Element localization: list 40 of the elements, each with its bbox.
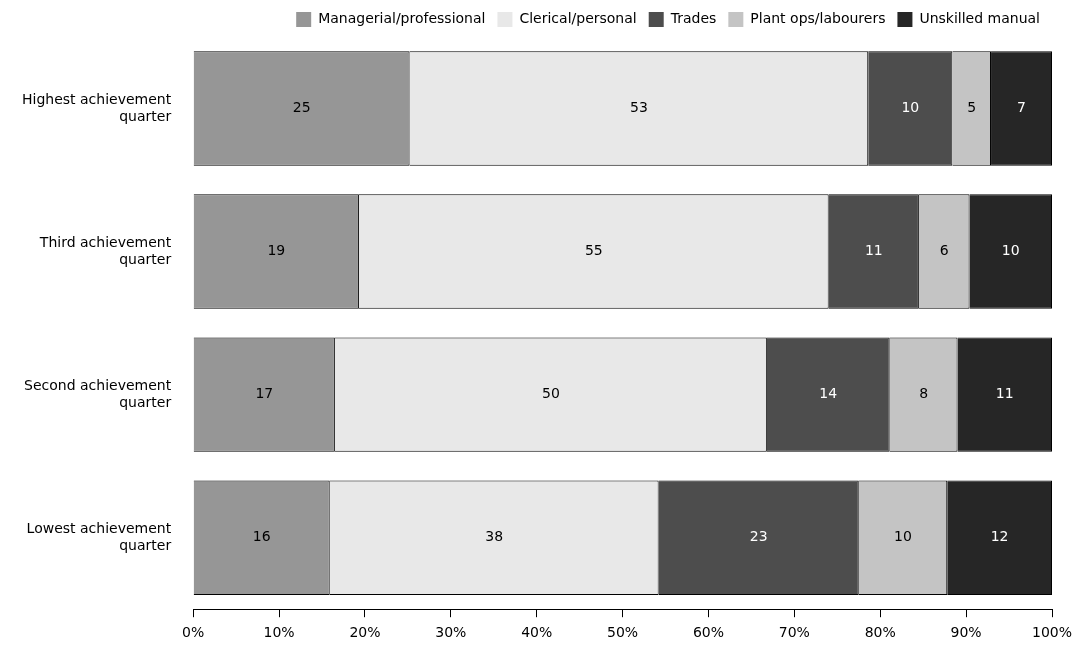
y-tick-label: Highest achievement quarter	[22, 90, 172, 124]
data-label: 10	[894, 528, 912, 545]
y-tick-label: Second achievement quarter	[24, 376, 172, 410]
x-tick-label: 0%	[182, 624, 205, 641]
data-label: 7	[1017, 99, 1026, 116]
x-tick-label: 50%	[607, 624, 639, 641]
data-label: 55	[584, 242, 603, 259]
x-tick-label: 60%	[692, 624, 725, 641]
data-label: 50	[541, 385, 560, 402]
x-tick-label: 70%	[778, 624, 810, 641]
legend-label: Clerical/personal	[519, 10, 637, 27]
x-tick-label: 80%	[864, 624, 896, 641]
legend-label: Unskilled manual	[919, 10, 1041, 27]
data-label: 25	[292, 99, 311, 116]
x-tick-label: 30%	[435, 624, 467, 641]
data-label: 38	[485, 528, 504, 545]
legend-label: Managerial/professional	[318, 10, 486, 27]
legend-label: Trades	[669, 10, 717, 27]
data-label: 10	[1001, 242, 1020, 259]
data-label: 14	[819, 385, 838, 402]
data-label: 12	[990, 528, 1009, 545]
x-tick-label: 10%	[263, 624, 295, 641]
data-label: 17	[255, 385, 274, 402]
y-tick-label: Lowest achievement quarter	[26, 519, 172, 553]
x-tick-label: 20%	[349, 624, 381, 641]
data-label: 16	[252, 528, 271, 545]
x-tick-label: 100%	[1031, 624, 1073, 641]
data-label: 53	[630, 99, 648, 116]
data-label: 19	[267, 242, 286, 259]
data-label: 11	[864, 242, 883, 259]
x-tick-label: 40%	[521, 624, 553, 641]
data-label: 10	[901, 99, 920, 116]
data-label: 8	[919, 385, 929, 402]
data-label: 6	[939, 242, 949, 259]
legend-label: Plant ops/labourers	[750, 10, 886, 27]
y-tick-label: Third achievement quarter	[38, 233, 172, 267]
data-label: 11	[995, 385, 1014, 402]
x-tick-label: 90%	[950, 624, 982, 641]
data-label: 23	[749, 528, 768, 545]
data-label: 5	[967, 99, 977, 116]
